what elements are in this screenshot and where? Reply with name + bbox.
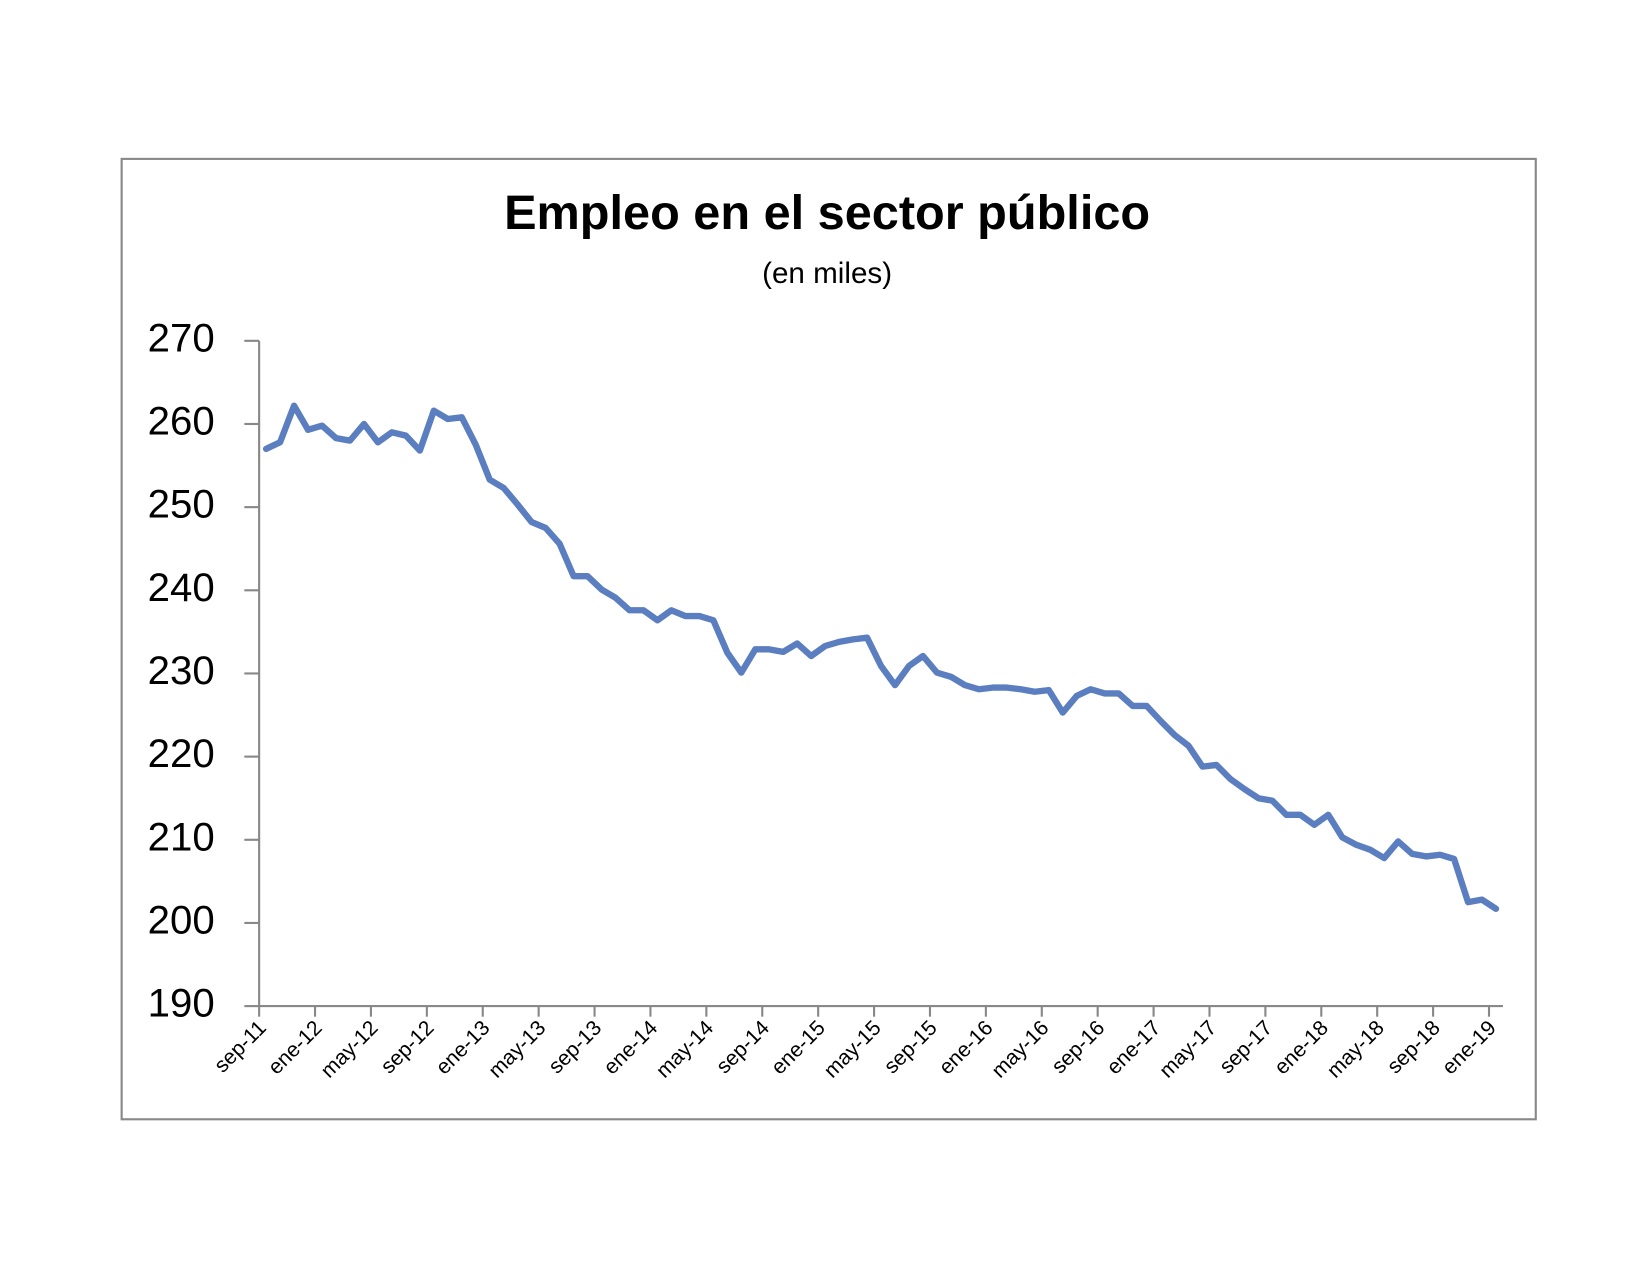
chart-title: Empleo en el sector público — [504, 186, 1150, 240]
y-tick-label: 230 — [148, 648, 215, 693]
y-tick-label: 260 — [148, 399, 215, 444]
y-tick-label: 240 — [148, 565, 215, 610]
data-line — [262, 402, 1500, 912]
y-tick-label: 200 — [148, 898, 215, 943]
chart-frame — [120, 157, 1537, 1121]
y-tick-label: 220 — [148, 731, 215, 776]
chart-subtitle: (en miles) — [762, 257, 892, 290]
y-tick-label: 210 — [148, 814, 215, 859]
y-tick-label: 270 — [148, 315, 215, 360]
y-tick-label: 250 — [148, 482, 215, 527]
y-tick-label: 190 — [148, 981, 215, 1026]
